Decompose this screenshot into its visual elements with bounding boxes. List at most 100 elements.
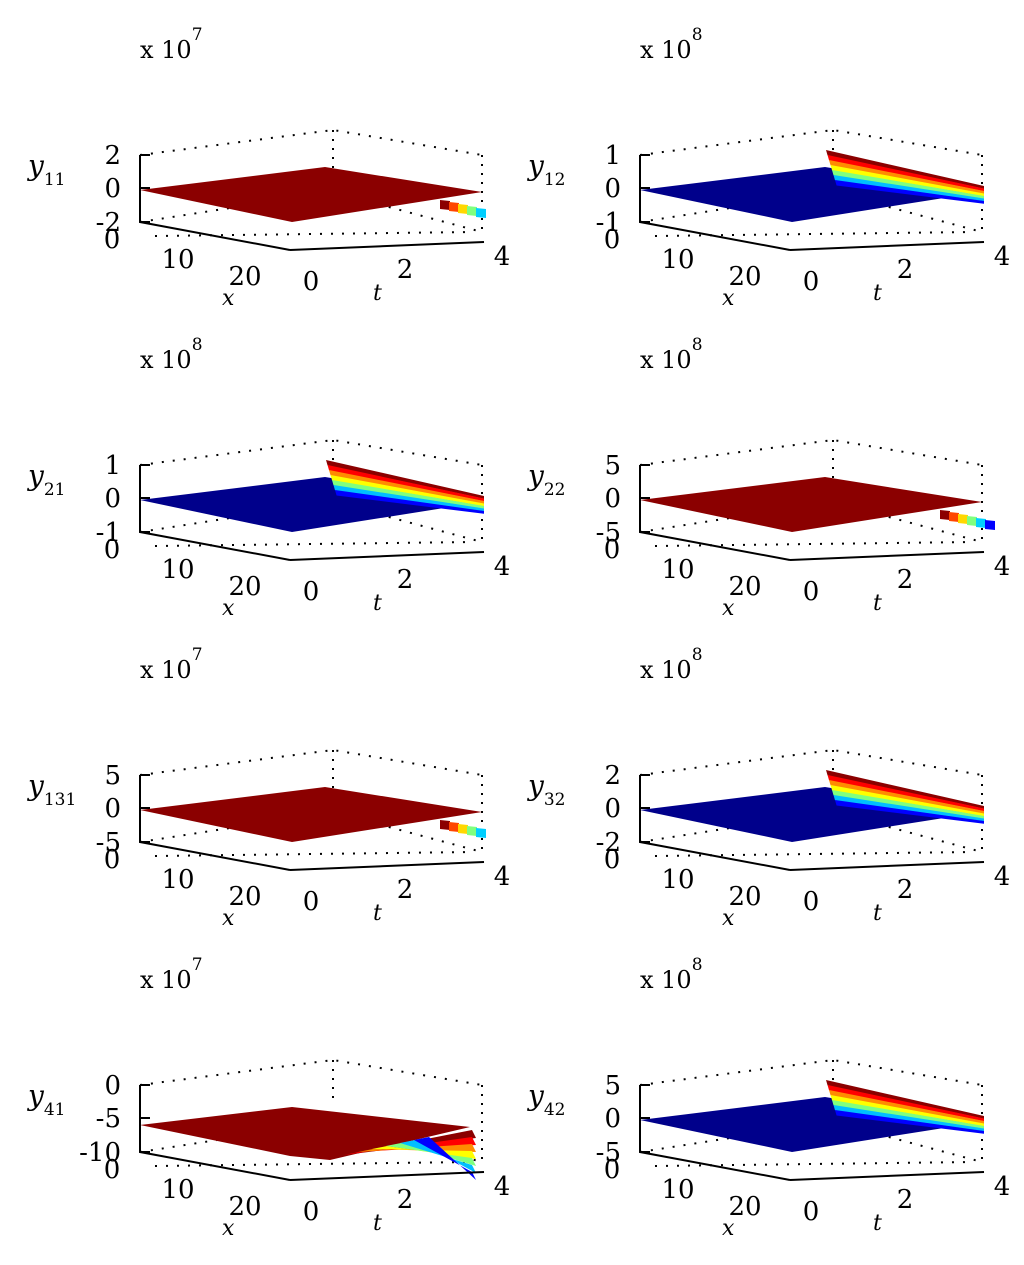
ridge-band — [835, 180, 984, 204]
scale-factor-label: x 108 — [640, 955, 703, 994]
t-tick-label: 0 — [303, 1197, 320, 1227]
z-tick-label: 2 — [104, 141, 121, 171]
t-tick-label: 2 — [897, 565, 914, 595]
x-tick-label: 0 — [604, 845, 621, 875]
back-top-edge — [139, 1058, 483, 1086]
scale-factor-label: x 107 — [140, 25, 203, 64]
ridge-band — [832, 170, 984, 199]
back-top-edge — [639, 438, 983, 466]
ridge-band — [333, 485, 484, 512]
z-axis-label-main: y — [526, 769, 545, 802]
scale-factor-prefix: x 10 — [140, 966, 192, 994]
scale-factor-exponent: 7 — [192, 25, 203, 45]
ridge-band — [829, 780, 984, 814]
z-axis-label-sub: 12 — [544, 170, 566, 190]
z-axis-label: y11 — [26, 149, 65, 190]
z-tick-label: 0 — [104, 484, 121, 514]
z-axis-label-sub: 11 — [44, 170, 66, 190]
t-tick-label: 2 — [897, 255, 914, 285]
z-axis-label-main: y — [26, 769, 45, 802]
drop-band — [372, 1146, 476, 1159]
z-tick-label: 2 — [604, 761, 621, 791]
edge-patch — [958, 514, 968, 524]
x-tick-label: 10 — [661, 1175, 694, 1205]
z-axis-label-sub: 22 — [544, 480, 566, 500]
edge-patch — [985, 520, 995, 530]
scale-factor-exponent: 8 — [692, 25, 703, 45]
t-axis-label: t — [873, 591, 882, 616]
z-axis-label: y32 — [526, 769, 565, 810]
x-tick-label: 20 — [728, 572, 761, 602]
z-axis-label: y21 — [26, 459, 65, 500]
drop-band — [386, 1143, 476, 1166]
x-tick-label: 0 — [604, 535, 621, 565]
floor-back-edge — [639, 810, 983, 853]
z-axis-label-sub: 32 — [544, 790, 566, 810]
scale-factor-prefix: x 10 — [140, 36, 192, 64]
t-tick-label: 0 — [303, 577, 320, 607]
z-tick-label: 1 — [104, 451, 121, 481]
t-axis-line — [789, 551, 985, 561]
scale-factor-exponent: 7 — [192, 645, 203, 665]
scale-factor-label: x 107 — [140, 645, 203, 684]
ridge-band — [829, 160, 984, 194]
edge-patch — [458, 204, 468, 214]
z-tick-label: -2 — [596, 828, 621, 858]
back-top-edge — [639, 128, 983, 156]
z-axis-label: y41 — [26, 1079, 65, 1120]
t-tick-label: 4 — [494, 552, 511, 582]
floor-back-edge — [639, 1120, 983, 1163]
x-axis-label: x — [722, 906, 735, 931]
floor-grid-line — [654, 541, 973, 547]
edge-patch — [467, 206, 477, 216]
ridge-band — [835, 800, 984, 824]
floor-grid-line — [654, 231, 973, 237]
floor-back-edge — [139, 190, 483, 233]
x-tick-label: 10 — [161, 245, 194, 275]
z-tick-label: -2 — [96, 208, 121, 238]
z-axis-label-sub: 42 — [544, 1100, 566, 1120]
t-tick-label: 2 — [897, 875, 914, 905]
z-tick-label: 0 — [604, 1104, 621, 1134]
z-axis-label-sub: 41 — [44, 1100, 66, 1120]
scale-factor-prefix: x 10 — [640, 36, 692, 64]
x-tick-label: 10 — [661, 555, 694, 585]
scale-factor-label: x 107 — [140, 955, 203, 994]
t-tick-label: 4 — [994, 862, 1011, 892]
t-axis-label: t — [373, 1211, 382, 1236]
t-tick-label: 0 — [803, 887, 820, 917]
scale-factor-prefix: x 10 — [640, 346, 692, 374]
z-tick-label: -1 — [96, 518, 121, 548]
t-tick-label: 4 — [494, 1172, 511, 1202]
ridge-band — [833, 1105, 984, 1132]
ridge-band — [833, 175, 984, 202]
z-axis-label-main: y — [26, 459, 45, 492]
floor-grid-line — [654, 851, 973, 857]
t-tick-label: 4 — [994, 242, 1011, 272]
ridge-band — [335, 490, 484, 514]
t-axis-line — [289, 861, 485, 871]
z-axis-label: y42 — [526, 1079, 565, 1120]
back-top-edge — [639, 1058, 983, 1086]
back-top-edge — [139, 438, 483, 466]
z-tick-label: -1 — [596, 208, 621, 238]
ridge-band — [833, 795, 984, 822]
scale-factor-prefix: x 10 — [640, 966, 692, 994]
scale-factor-label: x 108 — [140, 335, 203, 374]
ridge-band — [829, 1090, 984, 1124]
edge-patch — [449, 822, 459, 832]
z-tick-label: 5 — [104, 761, 121, 791]
z-axis-label-sub: 131 — [44, 790, 76, 810]
edge-patch — [458, 824, 468, 834]
scale-factor-exponent: 8 — [692, 335, 703, 355]
t-tick-label: 0 — [803, 577, 820, 607]
x-tick-label: 20 — [228, 262, 261, 292]
t-tick-label: 0 — [303, 887, 320, 917]
t-axis-label: t — [373, 901, 382, 926]
ridge-band — [330, 475, 484, 507]
